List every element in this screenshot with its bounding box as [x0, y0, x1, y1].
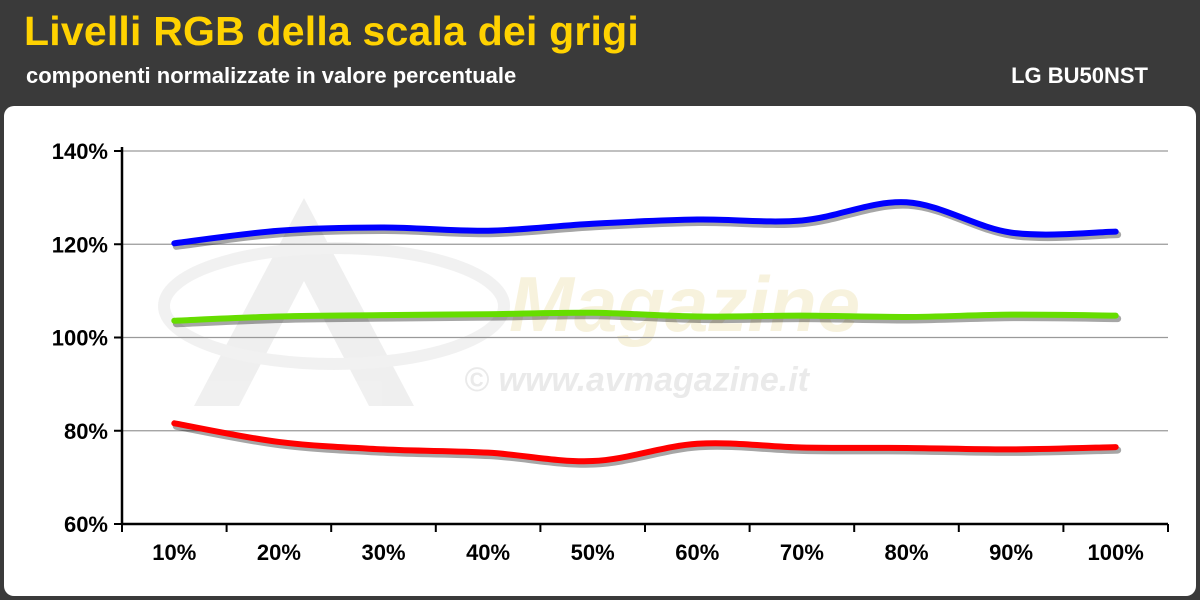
series-line [171, 199, 1119, 247]
x-tick-label: 60% [675, 540, 719, 565]
x-tick-label: 50% [571, 540, 615, 565]
model-label: LG BU50NST [1011, 63, 1148, 88]
x-tick-label: 30% [361, 540, 405, 565]
x-tick-label: 90% [989, 540, 1033, 565]
series-layer [171, 199, 1122, 468]
chart-title: Livelli RGB della scala dei grigi [24, 8, 639, 54]
x-tick-label: 70% [780, 540, 824, 565]
watermark-swoosh [158, 242, 510, 370]
y-tick-label: 120% [52, 232, 108, 257]
chart-subtitle: componenti normalizzate in valore percen… [26, 63, 517, 88]
x-tick-label: 80% [884, 540, 928, 565]
watermark-url: © www.avmagazine.it [464, 361, 811, 399]
x-tick-label: 100% [1088, 540, 1144, 565]
watermark-brand: Magazine [509, 260, 860, 348]
x-tick-label: 20% [257, 540, 301, 565]
y-tick-label: 140% [52, 139, 108, 164]
series-line [171, 420, 1119, 465]
x-tick-label: 40% [466, 540, 510, 565]
line-chart: Magazine © www.avmagazine.it 60% 80% 100% 1… [52, 139, 1169, 565]
axis-layer: 60% 80% 100% 120% 140% 10% 20% 30% 40% 50% 60% 70% 8… [52, 139, 1169, 565]
series-line [171, 309, 1119, 324]
chart-header: Livelli RGB della scala dei grigi compon… [0, 0, 1200, 103]
grid-layer [122, 150, 1168, 432]
y-tick-label: 80% [64, 419, 108, 444]
y-tick-label: 100% [52, 326, 108, 351]
chart-panel: Magazine © www.avmagazine.it 60% 80% 100% 1… [4, 106, 1196, 596]
x-tick-label: 10% [152, 540, 196, 565]
y-tick-label: 60% [64, 512, 108, 537]
watermark-logo-a [194, 198, 414, 406]
watermark: Magazine © www.avmagazine.it [158, 198, 860, 406]
